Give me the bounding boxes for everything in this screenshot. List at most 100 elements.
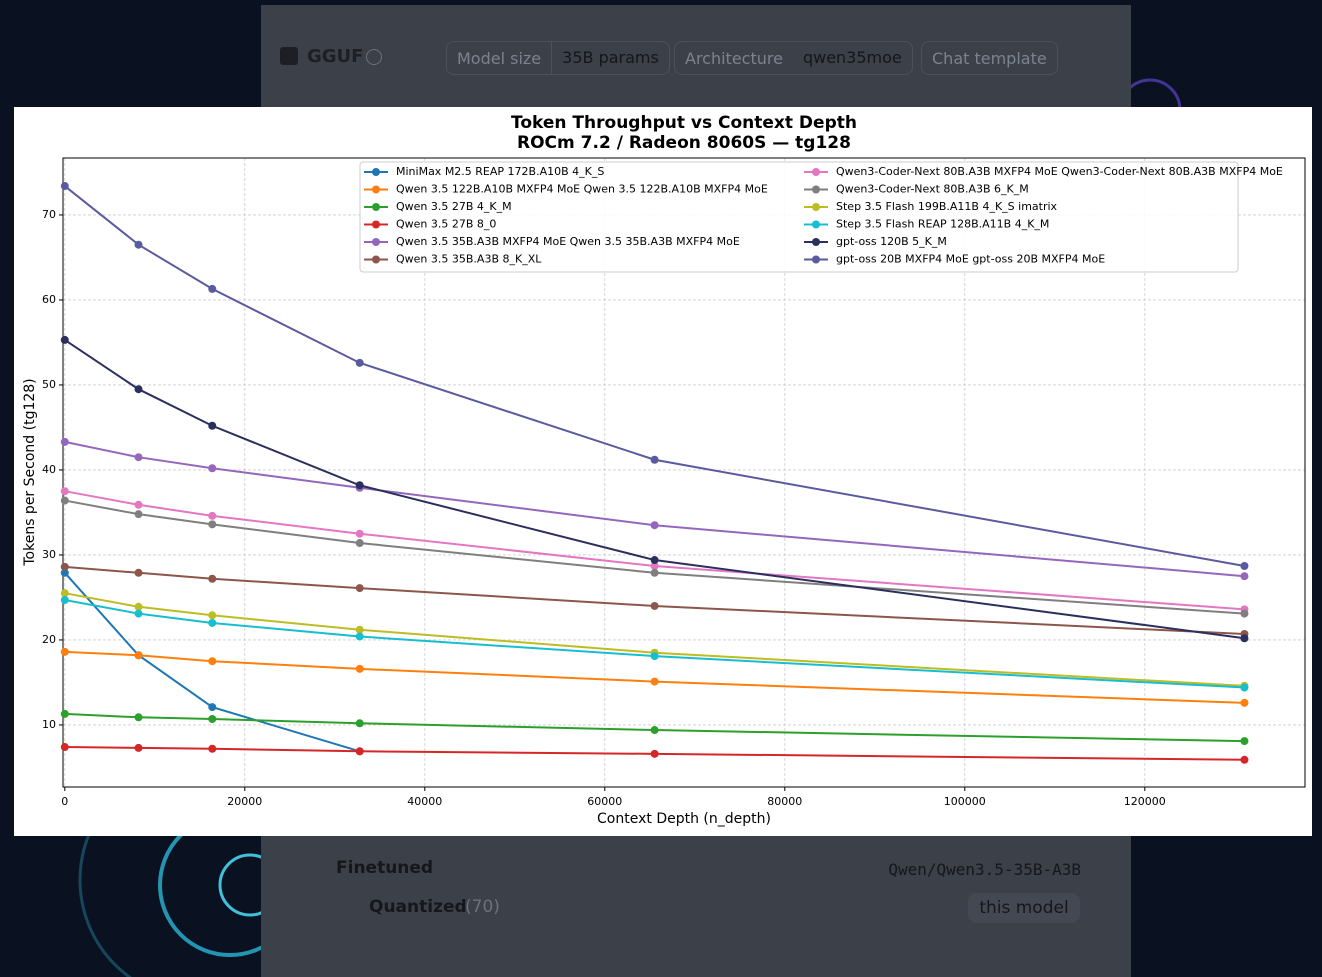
legend-marker (372, 256, 380, 264)
data-point (208, 464, 216, 472)
data-point (61, 497, 69, 505)
data-point (135, 610, 143, 618)
data-point (61, 487, 69, 495)
data-point (61, 743, 69, 751)
chart-subtitle: ROCm 7.2 / Radeon 8060S — tg128 (517, 133, 851, 153)
legend-marker (372, 168, 380, 176)
chart: Token Throughput vs Context Depth ROCm 7… (14, 107, 1312, 836)
data-point (356, 633, 364, 641)
legend-marker (812, 203, 820, 211)
data-point (651, 556, 659, 564)
model-size-label: Model size (447, 49, 551, 68)
data-point (356, 359, 364, 367)
x-tick-label: 60000 (587, 795, 622, 808)
legend-label: Qwen3-Coder-Next 80B.A3B MXFP4 MoE Qwen3… (836, 165, 1283, 178)
data-point (208, 611, 216, 619)
quantized-label: Quantized (369, 897, 467, 917)
legend-label: Qwen 3.5 122B.A10B MXFP4 MoE Qwen 3.5 12… (396, 183, 768, 196)
y-tick-label: 30 (42, 548, 56, 561)
legend-label: gpt-oss 20B MXFP4 MoE gpt-oss 20B MXFP4 … (836, 253, 1105, 266)
data-point (651, 569, 659, 577)
legend-label: Qwen3-Coder-Next 80B.A3B 6_K_M (836, 183, 1029, 196)
data-point (1240, 756, 1248, 764)
data-point (135, 744, 143, 752)
format-label: GGUF (307, 46, 363, 67)
legend-label: gpt-oss 120B 5_K_M (836, 235, 947, 248)
gguf-icon (280, 47, 298, 65)
model-size-value: 35B params (551, 42, 669, 74)
y-tick-label: 60 (42, 293, 56, 306)
legend-label: Step 3.5 Flash REAP 128B.A11B 4_K_M (836, 218, 1049, 231)
data-point (61, 563, 69, 571)
x-axis-label: Context Depth (n_depth) (597, 811, 771, 827)
y-tick-label: 70 (42, 208, 56, 221)
data-point (651, 726, 659, 734)
x-tick-label: 40000 (407, 795, 442, 808)
architecture-label: Architecture (675, 49, 793, 68)
finetuned-label: Finetuned (336, 858, 433, 878)
data-point (208, 575, 216, 583)
legend-label: Qwen 3.5 35B.A3B 8_K_XL (396, 253, 542, 266)
legend-marker (372, 186, 380, 194)
legend-marker (812, 186, 820, 194)
architecture-value: qwen35moe (793, 42, 912, 74)
y-tick-label: 10 (42, 718, 56, 731)
data-point (61, 336, 69, 344)
y-tick-label: 40 (42, 463, 56, 476)
data-point (61, 596, 69, 604)
legend-marker (372, 203, 380, 211)
x-tick-label: 0 (61, 795, 68, 808)
info-icon[interactable] (366, 49, 382, 65)
quantized-count: (70) (465, 897, 500, 917)
data-point (651, 521, 659, 529)
data-point (61, 648, 69, 656)
data-point (135, 501, 143, 509)
legend-label: Qwen 3.5 35B.A3B MXFP4 MoE Qwen 3.5 35B.… (396, 235, 740, 248)
data-point (1240, 634, 1248, 642)
chat-template-pill[interactable]: Chat template (921, 41, 1058, 75)
data-point (208, 715, 216, 723)
legend-marker (812, 238, 820, 246)
data-point (61, 182, 69, 190)
data-point (1240, 684, 1248, 692)
y-axis-label: Tokens per Second (tg128) (22, 378, 38, 566)
data-point (208, 703, 216, 711)
data-point (356, 539, 364, 547)
data-point (356, 665, 364, 673)
legend-marker (372, 238, 380, 246)
data-point (61, 710, 69, 718)
finetuned-model[interactable]: Qwen/Qwen3.5-35B-A3B (888, 860, 1081, 879)
data-point (1240, 737, 1248, 745)
this-model-badge: this model (968, 893, 1080, 923)
legend-marker (372, 221, 380, 229)
chart-title: Token Throughput vs Context Depth (511, 113, 857, 133)
data-point (356, 481, 364, 489)
page: GGUF Model size35B params Architectureqw… (0, 0, 1322, 977)
data-point (135, 713, 143, 721)
x-tick-label: 80000 (767, 795, 802, 808)
architecture-pill: Architectureqwen35moe (674, 41, 913, 75)
series-line (65, 600, 1245, 688)
data-point (208, 745, 216, 753)
data-point (651, 652, 659, 660)
data-point (1240, 562, 1248, 570)
legend-label: Qwen 3.5 27B 4_K_M (396, 200, 512, 213)
data-point (356, 584, 364, 592)
data-point (208, 619, 216, 627)
legend-label: Qwen 3.5 27B 8_0 (396, 218, 496, 231)
x-tick-label: 120000 (1124, 795, 1166, 808)
data-point (135, 241, 143, 249)
data-point (61, 438, 69, 446)
chat-template-label[interactable]: Chat template (922, 49, 1057, 68)
data-point (1240, 699, 1248, 707)
data-point (135, 569, 143, 577)
series-line (65, 491, 1245, 609)
y-tick-label: 20 (42, 633, 56, 646)
data-point (651, 602, 659, 610)
x-tick-label: 20000 (227, 795, 262, 808)
data-point (208, 422, 216, 430)
data-point (208, 520, 216, 528)
data-point (208, 285, 216, 293)
legend-marker (812, 168, 820, 176)
